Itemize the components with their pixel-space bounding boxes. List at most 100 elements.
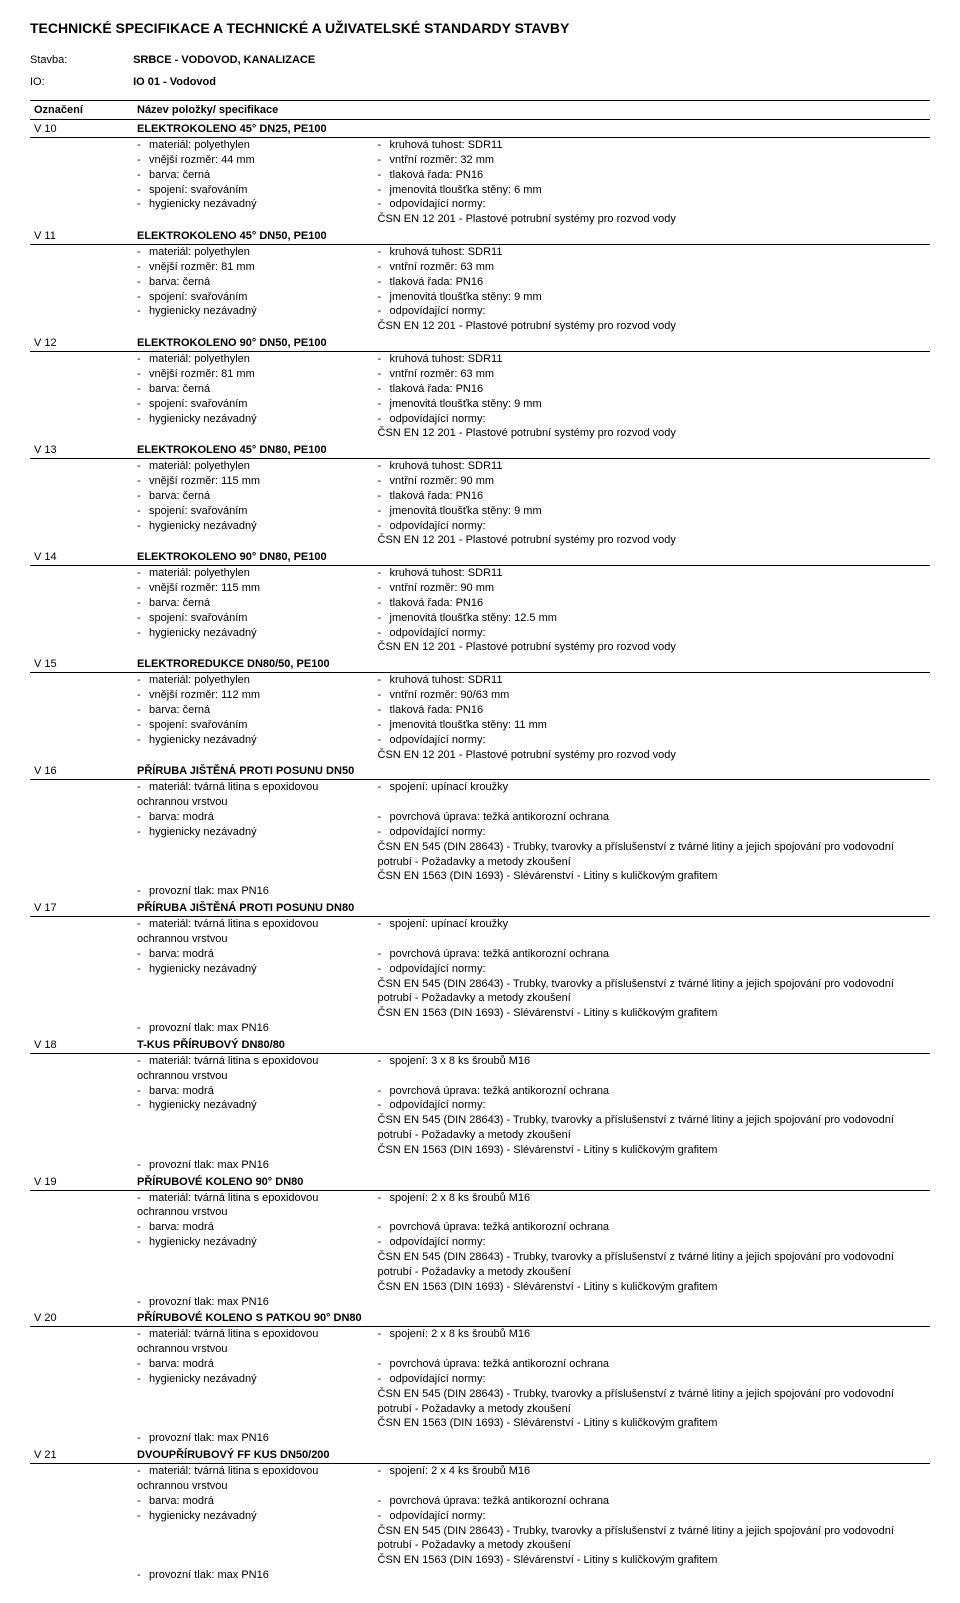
detail-code-blank bbox=[30, 183, 133, 198]
detail-left: -hygienicky nezávadný bbox=[133, 1235, 374, 1250]
item-detail-row: -provozní tlak: max PN16 bbox=[30, 1158, 930, 1173]
detail-code-blank bbox=[30, 718, 133, 733]
detail-code-blank bbox=[30, 459, 133, 474]
detail-code-blank bbox=[30, 1295, 133, 1310]
detail-right: -vntřní rozměr: 90 mm bbox=[374, 581, 930, 596]
detail-right: ČSN EN 545 (DIN 28643) - Trubky, tvarovk… bbox=[374, 977, 930, 1007]
item-title-row: V 17PŘÍRUBA JIŠTĚNÁ PROTI POSUNU DN80 bbox=[30, 899, 930, 917]
detail-code-blank bbox=[30, 825, 133, 840]
detail-code-blank bbox=[30, 733, 133, 748]
detail-code-blank bbox=[30, 504, 133, 519]
detail-left: -vnější rozměr: 81 mm bbox=[133, 367, 374, 382]
detail-left: -hygienicky nezávadný bbox=[133, 626, 374, 641]
detail-right: ČSN EN 12 201 - Plastové potrubní systém… bbox=[374, 533, 930, 548]
detail-code-blank bbox=[30, 780, 133, 810]
detail-right: -spojení: 2 x 8 ks šroubů M16 bbox=[374, 1190, 930, 1220]
item-detail-row: -materiál: tvárná litina s epoxidovou oc… bbox=[30, 780, 930, 810]
detail-right bbox=[374, 1295, 930, 1310]
detail-right: -odpovídající normy: bbox=[374, 304, 930, 319]
item-detail-row: ČSN EN 12 201 - Plastové potrubní systém… bbox=[30, 640, 930, 655]
detail-left: -barva: modrá bbox=[133, 810, 374, 825]
detail-right: -tlaková řada: PN16 bbox=[374, 596, 930, 611]
col-header-code: Označení bbox=[30, 101, 133, 120]
detail-code-blank bbox=[30, 489, 133, 504]
detail-left: -barva: modrá bbox=[133, 947, 374, 962]
detail-code-blank bbox=[30, 168, 133, 183]
item-title-row: V 15ELEKTROREDUKCE DN80/50, PE100 bbox=[30, 655, 930, 673]
detail-left: -materiál: tvárná litina s epoxidovou oc… bbox=[133, 1190, 374, 1220]
detail-code-blank bbox=[30, 840, 133, 870]
item-detail-row: ČSN EN 12 201 - Plastové potrubní systém… bbox=[30, 426, 930, 441]
detail-code-blank bbox=[30, 869, 133, 884]
detail-right: ČSN EN 545 (DIN 28643) - Trubky, tvarovk… bbox=[374, 1524, 930, 1554]
detail-left: -materiál: tvárná litina s epoxidovou oc… bbox=[133, 917, 374, 947]
detail-right: -vntřní rozměr: 32 mm bbox=[374, 153, 930, 168]
detail-left: -barva: modrá bbox=[133, 1357, 374, 1372]
detail-code-blank bbox=[30, 474, 133, 489]
detail-right: -kruhová tuhost: SDR11 bbox=[374, 352, 930, 367]
item-title: DVOUPŘÍRUBOVÝ FF KUS DN50/200 bbox=[133, 1446, 374, 1464]
item-title: ELEKTROKOLENO 90° DN80, PE100 bbox=[133, 548, 374, 566]
detail-code-blank bbox=[30, 1568, 133, 1583]
item-title: ELEKTROKOLENO 45° DN80, PE100 bbox=[133, 441, 374, 459]
detail-code-blank bbox=[30, 1372, 133, 1387]
detail-right: -tlaková řada: PN16 bbox=[374, 168, 930, 183]
item-detail-row: -hygienicky nezávadný-odpovídající normy… bbox=[30, 197, 930, 212]
item-detail-row: -barva: černá-tlaková řada: PN16 bbox=[30, 275, 930, 290]
detail-left: -hygienicky nezávadný bbox=[133, 197, 374, 212]
detail-code-blank bbox=[30, 212, 133, 227]
detail-left bbox=[133, 840, 374, 870]
item-title: ELEKTROREDUKCE DN80/50, PE100 bbox=[133, 655, 374, 673]
detail-code-blank bbox=[30, 197, 133, 212]
detail-right: -odpovídající normy: bbox=[374, 519, 930, 534]
detail-left: -hygienicky nezávadný bbox=[133, 412, 374, 427]
item-title-row: V 11ELEKTROKOLENO 45° DN50, PE100 bbox=[30, 227, 930, 245]
item-title-blank bbox=[374, 762, 930, 780]
item-detail-row: ČSN EN 545 (DIN 28643) - Trubky, tvarovk… bbox=[30, 1524, 930, 1554]
detail-left bbox=[133, 212, 374, 227]
item-detail-row: -barva: modrá-povrchová úprava: težká an… bbox=[30, 947, 930, 962]
detail-left: -materiál: polyethylen bbox=[133, 138, 374, 153]
detail-code-blank bbox=[30, 138, 133, 153]
item-title-row: V 16PŘÍRUBA JIŠTĚNÁ PROTI POSUNU DN50 bbox=[30, 762, 930, 780]
detail-code-blank bbox=[30, 1084, 133, 1099]
item-detail-row: ČSN EN 12 201 - Plastové potrubní systém… bbox=[30, 212, 930, 227]
detail-code-blank bbox=[30, 566, 133, 581]
detail-right: ČSN EN 545 (DIN 28643) - Trubky, tvarovk… bbox=[374, 1387, 930, 1417]
detail-code-blank bbox=[30, 1387, 133, 1417]
detail-right: -povrchová úprava: težká antikorozní och… bbox=[374, 947, 930, 962]
item-code: V 11 bbox=[30, 227, 133, 245]
item-code: V 13 bbox=[30, 441, 133, 459]
document-title: TECHNICKÉ SPECIFIKACE A TECHNICKÉ A UŽIV… bbox=[30, 20, 930, 36]
detail-code-blank bbox=[30, 640, 133, 655]
item-detail-row: -barva: modrá-povrchová úprava: težká an… bbox=[30, 1357, 930, 1372]
detail-left: -materiál: polyethylen bbox=[133, 245, 374, 260]
detail-right: ČSN EN 1563 (DIN 1693) - Slévárenství - … bbox=[374, 1143, 930, 1158]
item-detail-row: -provozní tlak: max PN16 bbox=[30, 1021, 930, 1036]
detail-code-blank bbox=[30, 1158, 133, 1173]
detail-code-blank bbox=[30, 626, 133, 641]
detail-right: -spojení: upínací kroužky bbox=[374, 917, 930, 947]
item-detail-row: -materiál: polyethylen-kruhová tuhost: S… bbox=[30, 673, 930, 688]
detail-right: -jmenovitá tloušťka stěny: 9 mm bbox=[374, 504, 930, 519]
item-detail-row: -barva: černá-tlaková řada: PN16 bbox=[30, 382, 930, 397]
detail-left: -hygienicky nezávadný bbox=[133, 1509, 374, 1524]
item-detail-row: -materiál: tvárná litina s epoxidovou oc… bbox=[30, 917, 930, 947]
item-detail-row: ČSN EN 1563 (DIN 1693) - Slévárenství - … bbox=[30, 1553, 930, 1568]
detail-code-blank bbox=[30, 1416, 133, 1431]
detail-left: -spojení: svařováním bbox=[133, 183, 374, 198]
detail-right: -spojení: 2 x 4 ks šroubů M16 bbox=[374, 1464, 930, 1494]
detail-left: -barva: modrá bbox=[133, 1494, 374, 1509]
item-detail-row: -hygienicky nezávadný-odpovídající normy… bbox=[30, 1098, 930, 1113]
item-title-blank bbox=[374, 899, 930, 917]
detail-right: -kruhová tuhost: SDR11 bbox=[374, 673, 930, 688]
detail-right: -odpovídající normy: bbox=[374, 1372, 930, 1387]
io-value: IO 01 - Vodovod bbox=[133, 76, 216, 88]
item-detail-row: ČSN EN 545 (DIN 28643) - Trubky, tvarovk… bbox=[30, 1113, 930, 1143]
item-detail-row: -vnější rozměr: 81 mm-vntřní rozměr: 63 … bbox=[30, 367, 930, 382]
item-title-row: V 19PŘÍRUBOVÉ KOLENO 90° DN80 bbox=[30, 1173, 930, 1191]
detail-code-blank bbox=[30, 1250, 133, 1280]
detail-right: ČSN EN 1563 (DIN 1693) - Slévárenství - … bbox=[374, 1006, 930, 1021]
detail-left: -vnější rozměr: 44 mm bbox=[133, 153, 374, 168]
detail-left: -barva: černá bbox=[133, 489, 374, 504]
